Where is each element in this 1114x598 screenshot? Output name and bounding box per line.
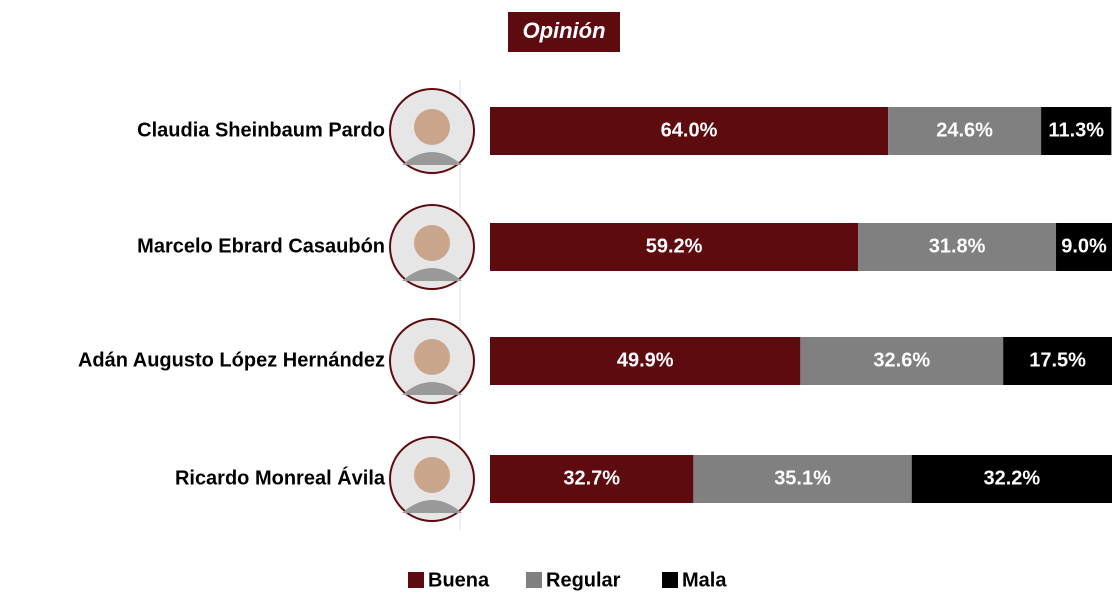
bar-segment [911, 455, 1112, 503]
photo-body [402, 382, 462, 395]
bar-segment [490, 223, 859, 271]
value-label: 59.2% [646, 235, 703, 257]
category-label: Claudia Sheinbaum Pardo [137, 119, 385, 141]
photo-body [402, 152, 462, 165]
bar-segment [490, 337, 801, 385]
bar-segment [858, 223, 1057, 271]
chart-title: Opinión [522, 18, 605, 43]
value-label: 32.6% [873, 349, 930, 371]
category-label: Ricardo Monreal Ávila [175, 466, 386, 489]
photo-face [414, 109, 450, 145]
bar-segment [490, 107, 889, 155]
legend-swatch [662, 572, 678, 588]
value-label: 9.0% [1061, 235, 1107, 257]
category-label: Adán Augusto López Hernández [78, 349, 385, 371]
bar-segment [693, 455, 912, 503]
legend-label: Mala [682, 569, 727, 591]
photo-body [402, 268, 462, 281]
bar-segment [800, 337, 1004, 385]
value-label: 11.3% [1048, 119, 1104, 141]
legend-label: Regular [546, 569, 621, 591]
title-box [508, 12, 620, 52]
value-label: 32.7% [563, 467, 620, 489]
photo-face [414, 339, 450, 375]
legend-label: Buena [428, 569, 490, 591]
photo-face [414, 457, 450, 493]
bar-segment [1003, 337, 1112, 385]
value-label: 31.8% [929, 235, 986, 257]
value-label: 49.9% [617, 349, 674, 371]
bar-segment [490, 455, 694, 503]
value-label: 32.2% [983, 467, 1040, 489]
photo-face [414, 225, 450, 261]
bar-segment [1056, 223, 1112, 271]
value-label: 17.5% [1029, 349, 1086, 371]
value-label: 24.6% [936, 119, 993, 141]
value-label: 64.0% [661, 119, 718, 141]
category-label: Marcelo Ebrard Casaubón [137, 235, 385, 257]
legend-swatch [526, 572, 542, 588]
bar-segment [888, 107, 1042, 155]
bar-segment [1041, 107, 1112, 155]
value-label: 35.1% [774, 467, 831, 489]
photo-body [402, 500, 462, 513]
legend-swatch [408, 572, 424, 588]
